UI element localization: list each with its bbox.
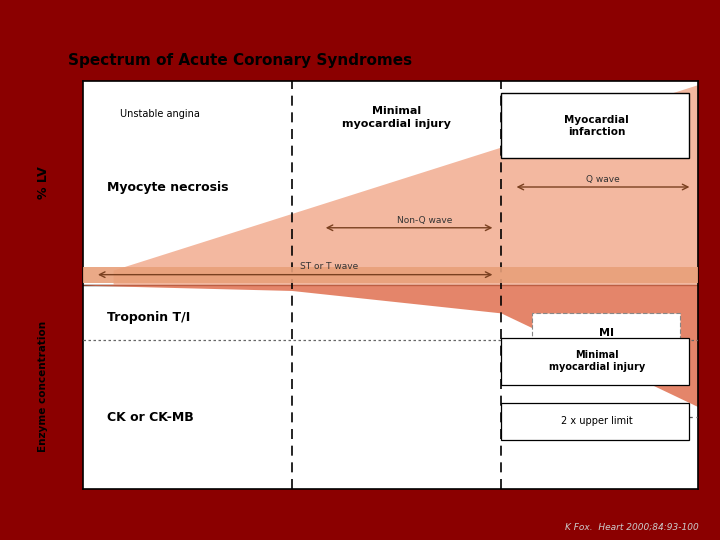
- FancyBboxPatch shape: [501, 93, 689, 158]
- Text: Non-Q wave: Non-Q wave: [397, 215, 452, 225]
- Text: CK or CK-MB: CK or CK-MB: [107, 411, 194, 424]
- Text: Myocardial
infarction: Myocardial infarction: [564, 114, 629, 137]
- Text: Spectrum of Acute Coronary Syndromes: Spectrum of Acute Coronary Syndromes: [68, 52, 413, 68]
- Polygon shape: [114, 85, 698, 285]
- Text: Troponin T/I: Troponin T/I: [107, 311, 191, 324]
- Text: Q wave: Q wave: [586, 175, 620, 184]
- Text: MI: MI: [598, 328, 613, 338]
- Text: % LV: % LV: [37, 166, 50, 199]
- FancyBboxPatch shape: [501, 403, 689, 440]
- Polygon shape: [83, 285, 698, 407]
- Text: Enzyme concentration: Enzyme concentration: [38, 321, 48, 453]
- Text: Minimal
myocardial injury: Minimal myocardial injury: [342, 106, 451, 129]
- FancyBboxPatch shape: [501, 338, 689, 384]
- FancyBboxPatch shape: [532, 313, 680, 352]
- Text: 2 x upper limit: 2 x upper limit: [561, 416, 633, 427]
- Text: Minimal
myocardial injury: Minimal myocardial injury: [549, 350, 645, 373]
- Polygon shape: [83, 267, 698, 283]
- Text: K Fox.  Heart 2000;84:93-100: K Fox. Heart 2000;84:93-100: [564, 523, 698, 532]
- Text: ST or T wave: ST or T wave: [300, 262, 358, 272]
- Text: Myocyte necrosis: Myocyte necrosis: [107, 180, 229, 193]
- Text: Unstable angina: Unstable angina: [120, 109, 199, 119]
